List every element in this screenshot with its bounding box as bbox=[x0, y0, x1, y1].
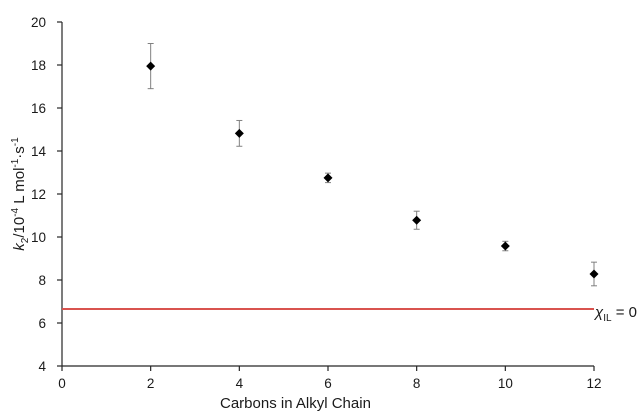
y-tick-label: 12 bbox=[31, 187, 46, 202]
x-tick-label: 8 bbox=[413, 376, 421, 391]
y-axis-title-dot: · bbox=[11, 154, 28, 159]
y-tick-label: 20 bbox=[31, 15, 46, 30]
y-tick-label: 10 bbox=[31, 230, 46, 245]
y-axis-title-prefix-sup: -4 bbox=[10, 207, 21, 216]
y-tick-label: 6 bbox=[38, 316, 46, 331]
x-axis-ticks: 0 2 4 6 8 10 12 bbox=[58, 366, 602, 391]
reference-line-label-sub: IL bbox=[603, 313, 612, 324]
data-point bbox=[412, 215, 422, 225]
x-tick-label: 6 bbox=[324, 376, 332, 391]
y-axis-title-unit: L mol bbox=[11, 168, 28, 208]
y-tick-label: 16 bbox=[31, 101, 46, 116]
error-bars bbox=[147, 43, 597, 287]
data-point bbox=[500, 241, 510, 251]
axes bbox=[61, 22, 594, 367]
x-tick-label: 10 bbox=[498, 376, 513, 391]
y-tick-label: 8 bbox=[38, 273, 46, 288]
reference-line-label-rest: = 0 bbox=[612, 304, 637, 321]
data-point bbox=[323, 173, 333, 183]
y-axis-title-var-sub: 2 bbox=[20, 237, 31, 243]
y-axis-title-s: s bbox=[11, 146, 28, 154]
x-tick-label: 2 bbox=[147, 376, 155, 391]
y-tick-label: 14 bbox=[31, 144, 47, 159]
y-axis-title-prefix: /10 bbox=[11, 217, 28, 238]
data-point bbox=[146, 61, 156, 71]
y-tick-label: 18 bbox=[31, 58, 46, 73]
y-axis-title-s-sup: -1 bbox=[10, 137, 21, 146]
y-tick-label: 4 bbox=[38, 359, 46, 374]
x-tick-label: 12 bbox=[586, 376, 601, 391]
data-point bbox=[589, 269, 599, 279]
y-axis-ticks: 4 6 8 10 12 14 16 18 20 bbox=[31, 15, 62, 374]
reference-line-label: χIL = 0 bbox=[593, 304, 637, 324]
x-axis-title: Carbons in Alkyl Chain bbox=[220, 395, 371, 411]
x-tick-label: 0 bbox=[58, 376, 66, 391]
y-axis-title-var: k bbox=[11, 242, 28, 251]
x-tick-label: 4 bbox=[236, 376, 244, 391]
reference-line-label-symbol: χ bbox=[593, 304, 604, 321]
data-points bbox=[146, 61, 599, 279]
y-axis-title-mol-sup: -1 bbox=[10, 158, 21, 167]
y-axis-title: k2/10-4 L mol-1·s-1 bbox=[10, 137, 31, 251]
data-point bbox=[234, 128, 244, 138]
